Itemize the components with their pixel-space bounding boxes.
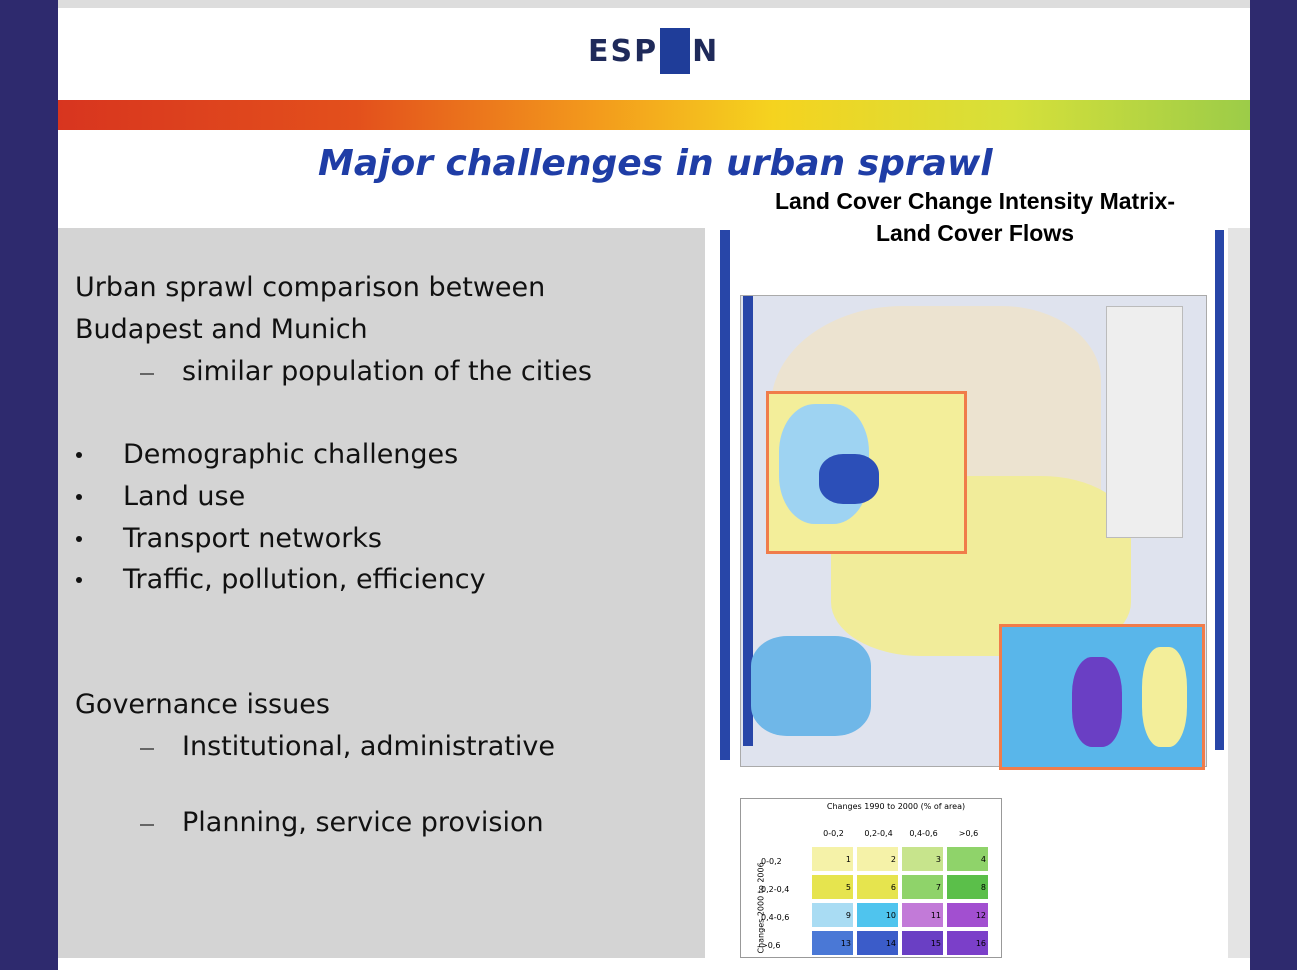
bullet (76, 536, 82, 542)
logo: ESP N (588, 28, 719, 74)
matrix-cell: 9 (811, 902, 854, 928)
logo-text: ESP (588, 33, 659, 69)
matrix-cell: 8 (946, 874, 989, 900)
matrix-col: 0-0,2 (823, 829, 844, 838)
text-line: Land use (123, 481, 246, 512)
matrix-cell: 12 (946, 902, 989, 928)
matrix-cell: 4 (946, 846, 989, 872)
dash (140, 824, 154, 826)
matrix-col: 0,4-0,6 (909, 829, 938, 838)
inset (1106, 306, 1183, 538)
matrix-cell: 13 (811, 930, 854, 956)
map-title: Land Cover Change Intensity Matrix- (774, 188, 1175, 214)
matrix-row: 0-0,2 (761, 857, 782, 866)
text-line: Demographic challenges (123, 439, 459, 470)
matrix-cell: 3 (901, 846, 944, 872)
matrix-cell: 7 (901, 874, 944, 900)
matrix-row: 0,4-0,6 (761, 913, 790, 922)
bullet (76, 577, 82, 583)
matrix-cell: 5 (811, 874, 854, 900)
right-border (1250, 0, 1297, 970)
inset (766, 391, 967, 554)
map-bar (743, 296, 753, 746)
dash (140, 748, 154, 750)
right-strip (1228, 228, 1250, 958)
map-title: Land Cover Flows (875, 220, 1075, 246)
text-line: Budapest and Munich (75, 314, 368, 345)
left-border (0, 0, 58, 970)
matrix-row: >0,6 (761, 941, 781, 950)
matrix-cell: 10 (856, 902, 899, 928)
matrix-cell: 1 (811, 846, 854, 872)
top-edge (58, 0, 1250, 8)
matrix: Changes 1990 to 2000 (% of area) Changes … (740, 798, 1002, 958)
map (740, 295, 1207, 770)
matrix-col: >0,6 (958, 829, 979, 838)
matrix-cell: 11 (901, 902, 944, 928)
text-line: Planning, service provision (182, 807, 544, 838)
matrix-title: Changes 1990 to 2000 (% of area) (826, 802, 966, 811)
text-line: Traffic, pollution, efficiency (123, 564, 486, 595)
map-bar (1215, 230, 1224, 750)
matrix-cell: 14 (856, 930, 899, 956)
matrix-cell: 16 (946, 930, 989, 956)
matrix-cell: 2 (856, 846, 899, 872)
region (819, 454, 879, 504)
matrix-cell: 15 (901, 930, 944, 956)
matrix-cell: 6 (856, 874, 899, 900)
text-line: similar population of the cities (182, 356, 592, 387)
text-line: Governance issues (75, 689, 330, 720)
logo-text: N (692, 33, 720, 69)
text-panel: Urban sprawl comparison between Budapest … (58, 228, 705, 958)
land (751, 636, 871, 736)
text-line: Transport networks (123, 523, 382, 554)
dash (140, 373, 154, 375)
matrix-col: 0,2-0,4 (864, 829, 893, 838)
map-bar (720, 230, 730, 760)
region (1072, 657, 1122, 747)
text-line: Urban sprawl comparison between (75, 272, 546, 303)
logo-flag (660, 28, 691, 74)
matrix-row: 0,2-0,4 (761, 885, 790, 894)
inset (999, 624, 1205, 770)
bullet (76, 494, 82, 500)
text-line: Institutional, administrative (182, 731, 555, 762)
color-band (58, 100, 1250, 130)
slide-title: Major challenges in urban sprawl (318, 143, 993, 184)
region (1142, 647, 1187, 747)
bullet (76, 452, 82, 458)
